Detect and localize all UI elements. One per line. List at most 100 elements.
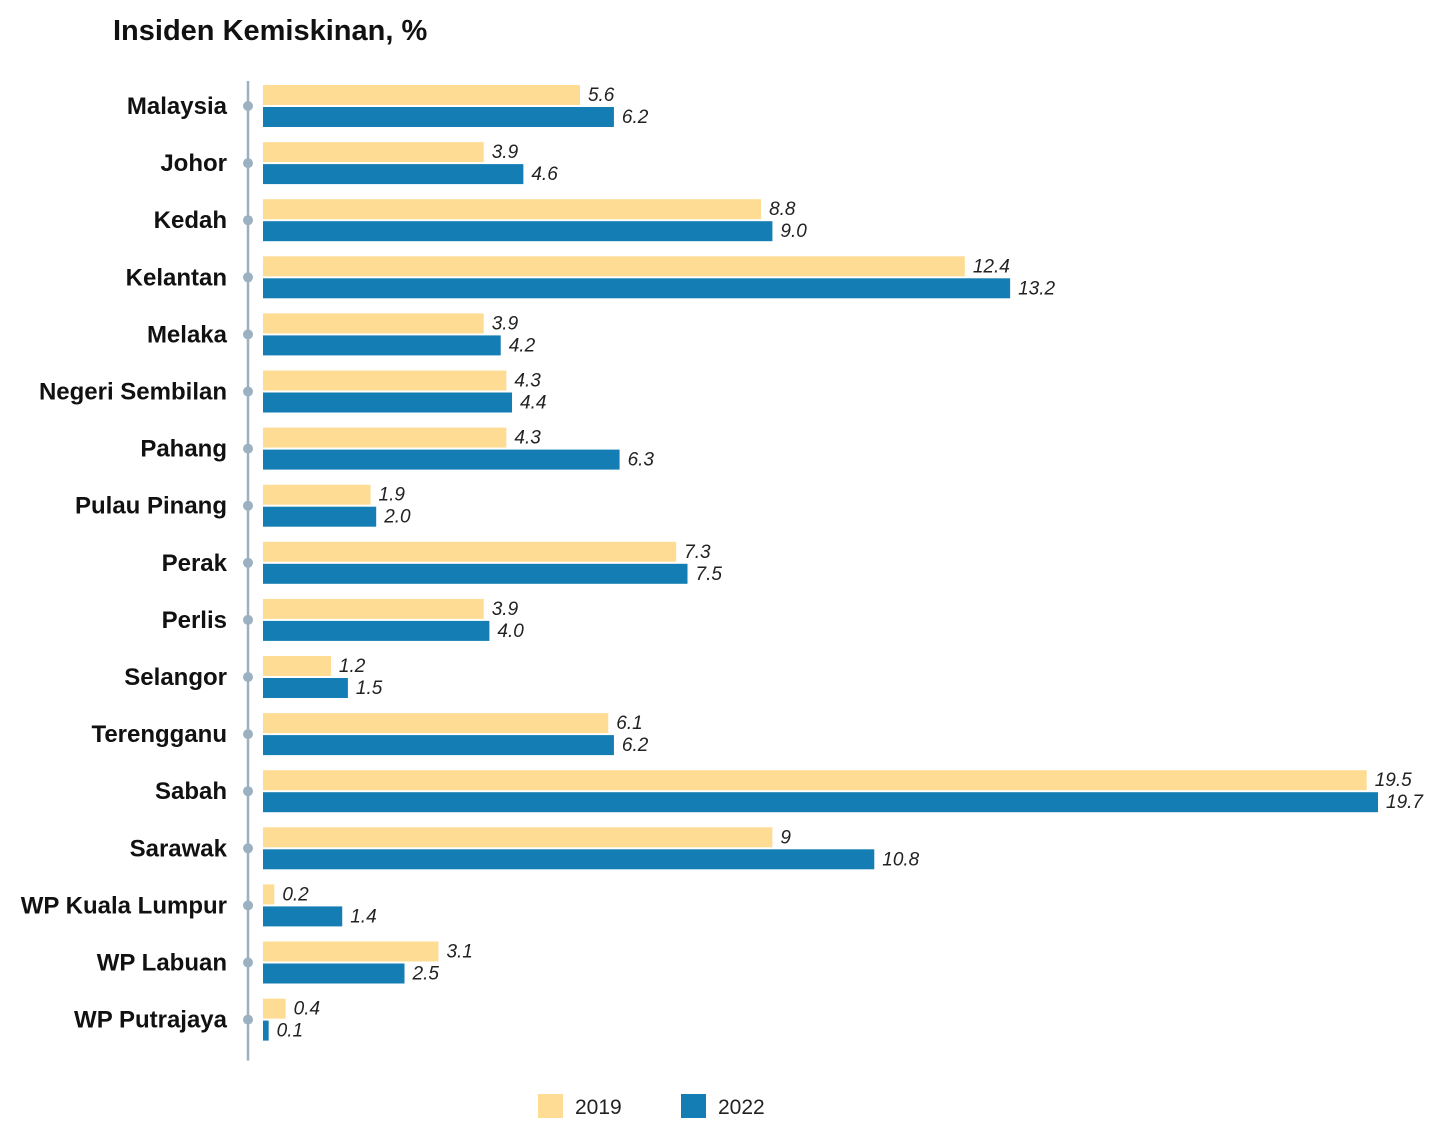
- bar-selangor-2019: [263, 656, 331, 676]
- category-label-kelantan: Kelantan: [126, 264, 227, 291]
- bar-kelantan-2019: [263, 256, 965, 277]
- axis-tick-perak: [243, 557, 253, 568]
- category-label-wp-labuan: WP Labuan: [97, 950, 227, 977]
- axis-tick-kedah: [243, 215, 253, 226]
- legend-label-2022: 2022: [718, 1096, 765, 1119]
- value-label-wp-putrajaya-2022: 0.1: [277, 1021, 303, 1042]
- bar-pahang-2019: [263, 427, 507, 448]
- axis-tick-perlis: [243, 614, 253, 625]
- bar-wp-putrajaya-2019: [263, 998, 286, 1019]
- axis-tick-wp-putrajaya: [243, 1014, 253, 1025]
- bar-terengganu-2022: [263, 735, 614, 756]
- bar-wp-kuala-lumpur-2019: [263, 884, 275, 905]
- value-label-pahang-2022: 6.3: [628, 450, 655, 471]
- category-label-negeri-sembilan: Negeri Sembilan: [39, 379, 227, 406]
- bar-wp-labuan-2022: [263, 963, 405, 984]
- category-label-selangor: Selangor: [124, 664, 227, 691]
- bar-sabah-2019: [263, 770, 1367, 791]
- value-label-kelantan-2019: 12.4: [973, 256, 1010, 277]
- axis-tick-pahang: [243, 443, 253, 454]
- legend-swatch-2022: [681, 1094, 706, 1118]
- value-label-melaka-2019: 3.9: [492, 313, 519, 334]
- axis-tick-melaka: [243, 329, 253, 340]
- value-label-wp-kuala-lumpur-2022: 1.4: [350, 906, 376, 927]
- axis-tick-wp-kuala-lumpur: [243, 900, 253, 911]
- axis-tick-sarawak: [243, 843, 253, 854]
- value-label-selangor-2019: 1.2: [339, 656, 366, 677]
- axis-tick-selangor: [243, 672, 253, 682]
- value-label-wp-putrajaya-2019: 0.4: [294, 999, 320, 1020]
- category-label-wp-kuala-lumpur: WP Kuala Lumpur: [21, 892, 227, 919]
- value-label-kelantan-2022: 13.2: [1018, 278, 1055, 299]
- value-label-selangor-2022: 1.5: [356, 678, 383, 699]
- axis-tick-kelantan: [243, 272, 253, 283]
- chart-title: Insiden Kemiskinan, %: [113, 15, 427, 47]
- category-label-pulau-pinang: Pulau Pinang: [75, 493, 227, 520]
- value-label-negeri-sembilan-2019: 4.3: [514, 371, 541, 392]
- value-label-sarawak-2022: 10.8: [882, 849, 919, 870]
- axis-tick-terengganu: [243, 729, 253, 740]
- value-label-johor-2022: 4.6: [531, 164, 558, 185]
- value-label-negeri-sembilan-2022: 4.4: [520, 393, 546, 414]
- bar-selangor-2022: [263, 678, 348, 698]
- value-label-melaka-2022: 4.2: [509, 335, 536, 356]
- bar-sabah-2022: [263, 792, 1379, 813]
- bar-perak-2019: [263, 541, 677, 562]
- bar-wp-putrajaya-2022: [263, 1020, 269, 1041]
- category-label-pahang: Pahang: [140, 436, 227, 463]
- bar-perlis-2022: [263, 620, 490, 641]
- value-label-perlis-2022: 4.0: [497, 621, 524, 642]
- bar-pahang-2022: [263, 449, 620, 470]
- bar-pulau-pinang-2022: [263, 506, 377, 527]
- value-label-perlis-2019: 3.9: [492, 599, 519, 620]
- value-label-wp-labuan-2019: 3.1: [446, 942, 472, 963]
- category-label-wp-putrajaya: WP Putrajaya: [74, 1007, 228, 1034]
- value-label-sabah-2022: 19.7: [1386, 792, 1424, 813]
- category-label-johor: Johor: [160, 150, 227, 177]
- value-label-sarawak-2019: 9: [780, 827, 791, 848]
- value-label-pahang-2019: 4.3: [514, 428, 541, 449]
- bar-kedah-2019: [263, 199, 762, 220]
- category-label-malaysia: Malaysia: [127, 93, 228, 120]
- category-axis: Malaysia Johor Kedah Kelantan Melaka Negeri S…: [21, 81, 253, 1061]
- value-label-pulau-pinang-2019: 1.9: [379, 485, 406, 506]
- value-label-wp-labuan-2022: 2.5: [412, 964, 440, 985]
- bar-melaka-2022: [263, 335, 501, 356]
- axis-tick-sabah: [243, 786, 253, 797]
- axis-tick-pulau-pinang: [243, 500, 253, 511]
- bar-perak-2022: [263, 563, 688, 584]
- legend: 2019 2022: [538, 1094, 765, 1119]
- axis-tick-johor: [243, 158, 253, 169]
- bar-johor-2019: [263, 142, 484, 163]
- value-label-terengganu-2022: 6.2: [622, 735, 649, 756]
- category-label-sarawak: Sarawak: [130, 835, 228, 862]
- bar-wp-kuala-lumpur-2022: [263, 906, 343, 927]
- value-label-terengganu-2019: 6.1: [616, 713, 642, 734]
- bars: 5.66.23.94.68.89.012.413.23.94.24.34.44.…: [263, 85, 1424, 1042]
- value-label-malaysia-2019: 5.6: [588, 85, 615, 106]
- bar-malaysia-2022: [263, 107, 614, 127]
- legend-swatch-2019: [538, 1094, 563, 1118]
- category-label-perlis: Perlis: [162, 607, 227, 634]
- bar-negeri-sembilan-2019: [263, 370, 507, 391]
- bar-kedah-2022: [263, 221, 773, 242]
- value-label-wp-kuala-lumpur-2019: 0.2: [282, 884, 309, 905]
- bar-negeri-sembilan-2022: [263, 392, 513, 413]
- value-label-pulau-pinang-2022: 2.0: [383, 507, 411, 528]
- value-label-malaysia-2022: 6.2: [622, 107, 649, 128]
- value-label-johor-2019: 3.9: [492, 142, 519, 163]
- value-label-kedah-2022: 9.0: [780, 221, 807, 242]
- bar-terengganu-2019: [263, 713, 609, 734]
- value-label-perak-2022: 7.5: [696, 564, 723, 585]
- bar-wp-labuan-2019: [263, 941, 439, 962]
- bar-perlis-2019: [263, 598, 484, 619]
- category-label-kedah: Kedah: [154, 207, 227, 234]
- axis-tick-negeri-sembilan: [243, 386, 253, 397]
- bar-melaka-2019: [263, 313, 484, 334]
- bar-sarawak-2019: [263, 827, 773, 848]
- bar-kelantan-2022: [263, 278, 1011, 299]
- bar-johor-2022: [263, 164, 524, 185]
- bar-malaysia-2019: [263, 85, 580, 105]
- category-label-terengganu: Terengganu: [91, 721, 227, 748]
